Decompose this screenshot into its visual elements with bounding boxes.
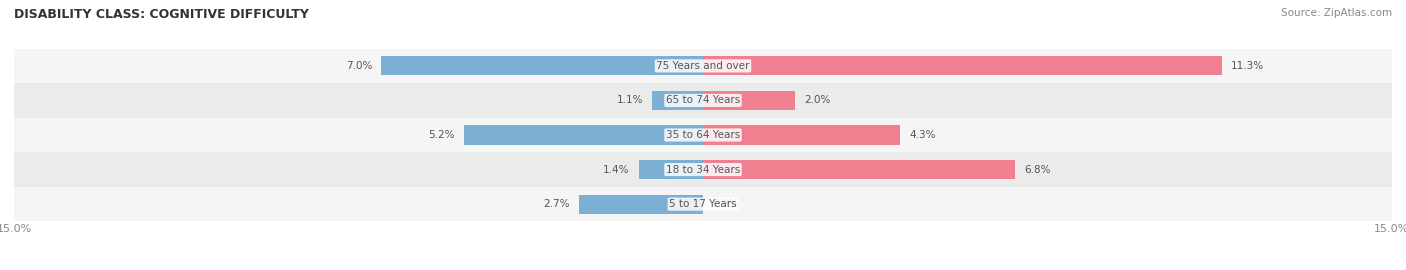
Bar xyxy=(703,56,1222,75)
Bar xyxy=(14,152,1392,187)
Text: 65 to 74 Years: 65 to 74 Years xyxy=(666,95,740,106)
Text: 7.0%: 7.0% xyxy=(346,61,373,71)
Text: 5.2%: 5.2% xyxy=(429,130,456,140)
Text: 4.3%: 4.3% xyxy=(910,130,936,140)
Text: 5 to 17 Years: 5 to 17 Years xyxy=(669,199,737,209)
Bar xyxy=(703,126,900,144)
Bar xyxy=(652,91,703,110)
Bar xyxy=(14,49,1392,83)
Text: 1.1%: 1.1% xyxy=(617,95,644,106)
Bar xyxy=(14,83,1392,118)
Bar xyxy=(14,118,1392,152)
Bar xyxy=(464,126,703,144)
Bar xyxy=(703,160,1015,179)
Text: 2.0%: 2.0% xyxy=(804,95,831,106)
Bar xyxy=(579,195,703,214)
Bar xyxy=(703,91,794,110)
Text: 2.7%: 2.7% xyxy=(543,199,569,209)
Text: 6.8%: 6.8% xyxy=(1025,164,1052,175)
Text: Source: ZipAtlas.com: Source: ZipAtlas.com xyxy=(1281,8,1392,18)
Text: 11.3%: 11.3% xyxy=(1232,61,1264,71)
Bar xyxy=(638,160,703,179)
Text: 18 to 34 Years: 18 to 34 Years xyxy=(666,164,740,175)
Text: 1.4%: 1.4% xyxy=(603,164,630,175)
Text: 35 to 64 Years: 35 to 64 Years xyxy=(666,130,740,140)
Text: 0.0%: 0.0% xyxy=(713,199,738,209)
Bar xyxy=(14,187,1392,221)
Text: DISABILITY CLASS: COGNITIVE DIFFICULTY: DISABILITY CLASS: COGNITIVE DIFFICULTY xyxy=(14,8,309,21)
Bar xyxy=(381,56,703,75)
Text: 75 Years and over: 75 Years and over xyxy=(657,61,749,71)
